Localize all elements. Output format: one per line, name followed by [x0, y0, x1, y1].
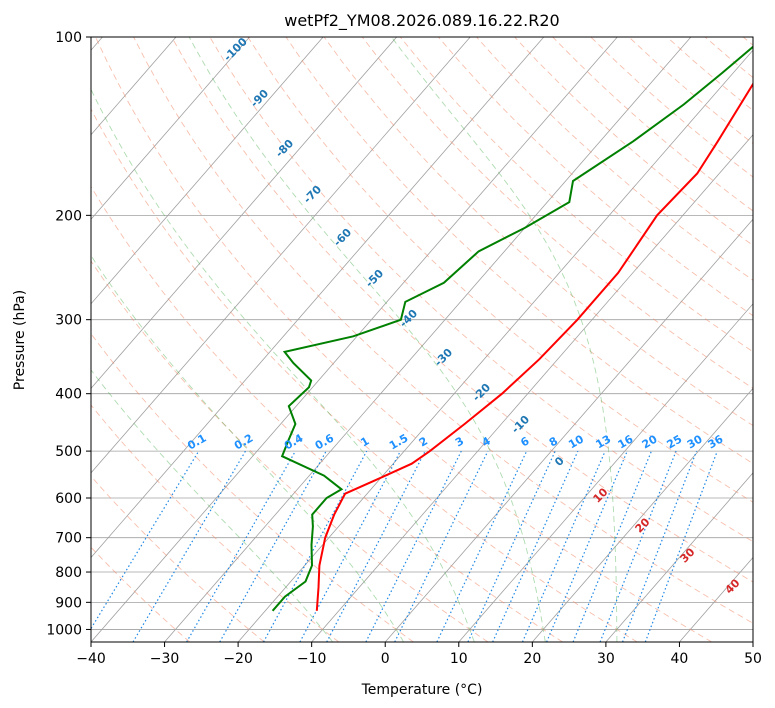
dry-adiabat-line: [91, 108, 638, 642]
mixing-ratio-line: [467, 450, 556, 642]
dry-adiabat-line: [133, 37, 753, 624]
x-tick-label: −10: [297, 651, 327, 667]
dry-adiabat-line: [91, 475, 265, 642]
y-tick-label: 500: [55, 444, 82, 460]
x-tick-label: −40: [76, 651, 106, 667]
y-tick-label: 300: [55, 313, 82, 329]
mixing-ratio-line: [219, 450, 327, 642]
dry-adiabat-line: [171, 37, 753, 583]
isotherm-line: [384, 218, 753, 642]
dewpoint-profile: [271, 45, 753, 612]
mixing-ratio-line: [436, 450, 528, 642]
axis-ticks: −40 −30 −20 −10 0 10 20 30 40 50 100 200 300 400 500 60…: [46, 30, 762, 667]
mixing-ratio-line: [492, 450, 579, 642]
dry-adiabat-line: [91, 260, 489, 642]
x-tick-label: −30: [150, 651, 180, 667]
moist-adiabat-line: [91, 369, 334, 642]
dry-adiabat-line: [91, 185, 563, 642]
dry-adiabat-line: [91, 546, 190, 642]
x-tick-label: 50: [744, 651, 762, 667]
mixing-ratio-line: [91, 450, 200, 630]
dry-adiabat-line: [285, 37, 753, 465]
moist-adiabat-line: [188, 37, 546, 642]
plot-frame: [90, 36, 754, 643]
x-tick-label: 0: [381, 651, 390, 667]
dry-adiabat-line: [91, 404, 340, 642]
mixing-ratio-line: [262, 450, 368, 642]
chart-title: wetPf2_YM08.2026.089.16.22.R20: [284, 11, 559, 31]
dry-adiabat-line: [247, 37, 753, 503]
x-tick-label: 10: [450, 651, 468, 667]
mixing-ratio-line: [394, 450, 489, 642]
isotherm-line: [91, 37, 545, 559]
dry-adiabat-line: [91, 332, 414, 642]
isotherm-line: [237, 49, 753, 642]
y-tick-label: 900: [55, 595, 82, 611]
isotherm-line: [164, 37, 692, 642]
isotherm-line: [91, 37, 250, 220]
temperature-profile: [315, 82, 753, 611]
isotherm-line: [91, 37, 324, 305]
mixing-ratio-line: [132, 450, 246, 642]
dry-adiabat-line: [438, 37, 753, 317]
x-tick-label: −20: [223, 651, 253, 667]
y-tick-label: 100: [55, 30, 82, 46]
x-tick-label: 40: [671, 651, 689, 667]
moist-adiabat-line: [91, 88, 475, 642]
isotherm-line: [91, 37, 618, 642]
isotherm-line: [605, 472, 753, 642]
y-tick-label: 400: [55, 387, 82, 403]
y-tick-label: 700: [55, 531, 82, 547]
isotherm-line: [532, 387, 753, 642]
y-tick-label: 1000: [46, 622, 82, 638]
mixing-ratio-line: [546, 450, 628, 642]
x-tick-label: 20: [523, 651, 541, 667]
y-tick-label: 200: [55, 208, 82, 224]
plot-area: [91, 37, 753, 642]
mixing-ratio-line: [521, 450, 606, 642]
mixing-ratio-line: [186, 450, 296, 642]
y-axis-label: Pressure (hPa): [12, 290, 28, 390]
dry-adiabat-line: [209, 37, 753, 543]
x-tick-label: 30: [597, 651, 615, 667]
x-axis-label: Temperature (°C): [361, 682, 483, 698]
y-tick-label: 800: [55, 565, 82, 581]
isotherm-line: [458, 303, 753, 642]
y-tick-label: 600: [55, 491, 82, 507]
isotherm-line: [91, 37, 397, 389]
isotherm-line: [91, 37, 471, 474]
dry-adiabat-line: [95, 37, 713, 642]
